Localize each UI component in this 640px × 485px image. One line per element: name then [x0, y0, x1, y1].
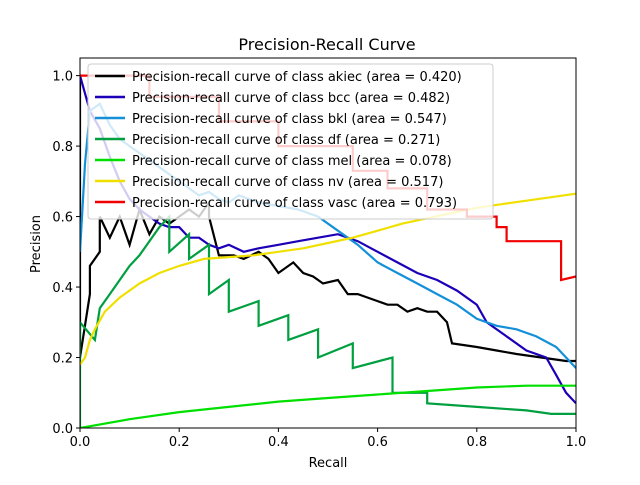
legend-label-bkl: Precision-recall curve of class bkl (are… — [132, 112, 447, 127]
x-tick-label: 1.0 — [566, 435, 587, 450]
legend-label-vasc: Precision-recall curve of class vasc (ar… — [132, 196, 457, 211]
y-tick-label: 0.0 — [52, 422, 73, 437]
x-axis-label: Recall — [309, 456, 348, 471]
legend-label-bcc: Precision-recall curve of class bcc (are… — [132, 91, 450, 106]
y-tick-label: 1.0 — [52, 70, 73, 85]
x-tick-label: 0.4 — [268, 435, 289, 450]
plot-frame — [79, 57, 577, 429]
series-line-mel — [80, 384, 576, 428]
legend-label-mel: Precision-recall curve of class mel (are… — [132, 154, 452, 169]
y-axis-label: Precision — [29, 215, 44, 273]
legend-label-df: Precision-recall curve of class df (area… — [132, 133, 440, 148]
legend-box — [87, 63, 494, 220]
x-tick-label: 0.8 — [466, 435, 487, 450]
y-tick-label: 0.6 — [52, 211, 73, 226]
series-line-akiec — [80, 75, 576, 363]
legend: Precision-recall curve of class akiec (a… — [87, 63, 494, 220]
chart-title: Precision-Recall Curve — [238, 35, 415, 54]
legend-label-akiec: Precision-recall curve of class akiec (a… — [132, 70, 462, 85]
y-tick-label: 0.8 — [52, 140, 73, 155]
x-tick-label: 0.0 — [70, 435, 91, 450]
ticks-layer: 0.0 0.2 0.4 0.6 0.8 1.0 0.0 0.2 0.4 0.6 0.8 1.0 — [52, 70, 586, 450]
x-tick-label: 0.2 — [169, 435, 190, 450]
y-tick-label: 0.4 — [52, 281, 73, 296]
legend-label-nv: Precision-recall curve of class nv (area… — [132, 175, 443, 190]
x-tick-label: 0.6 — [367, 435, 388, 450]
y-tick-label: 0.2 — [52, 352, 73, 367]
